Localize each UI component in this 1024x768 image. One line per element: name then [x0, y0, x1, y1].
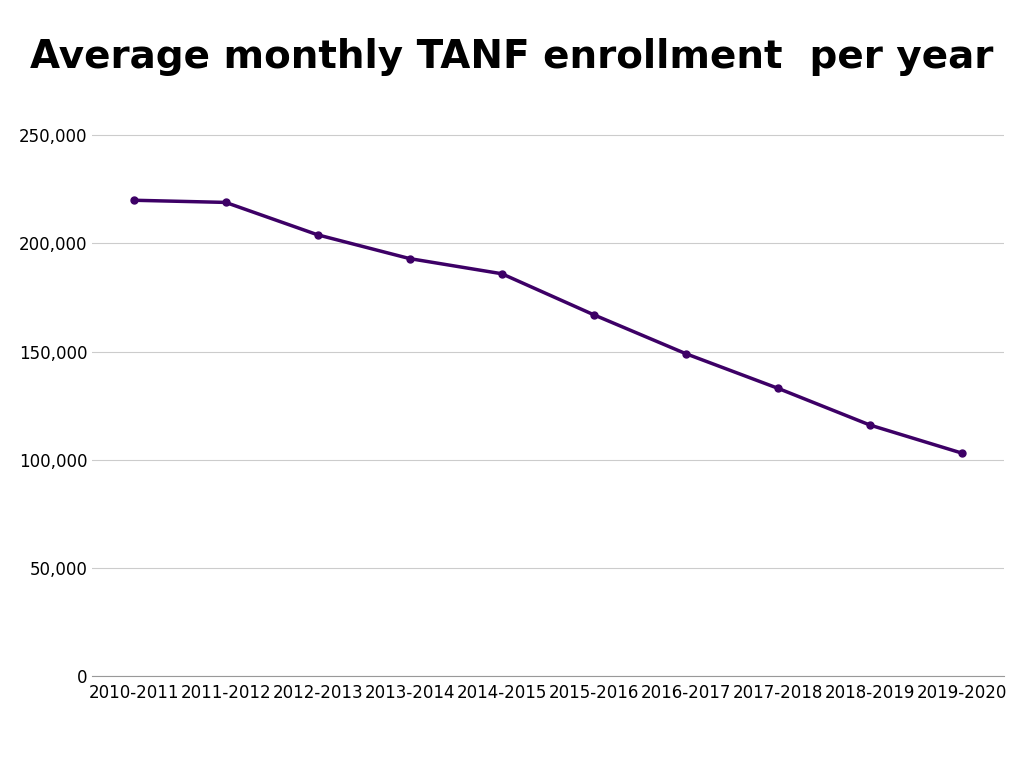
Text: Average monthly TANF enrollment  per year: Average monthly TANF enrollment per year [31, 38, 993, 76]
